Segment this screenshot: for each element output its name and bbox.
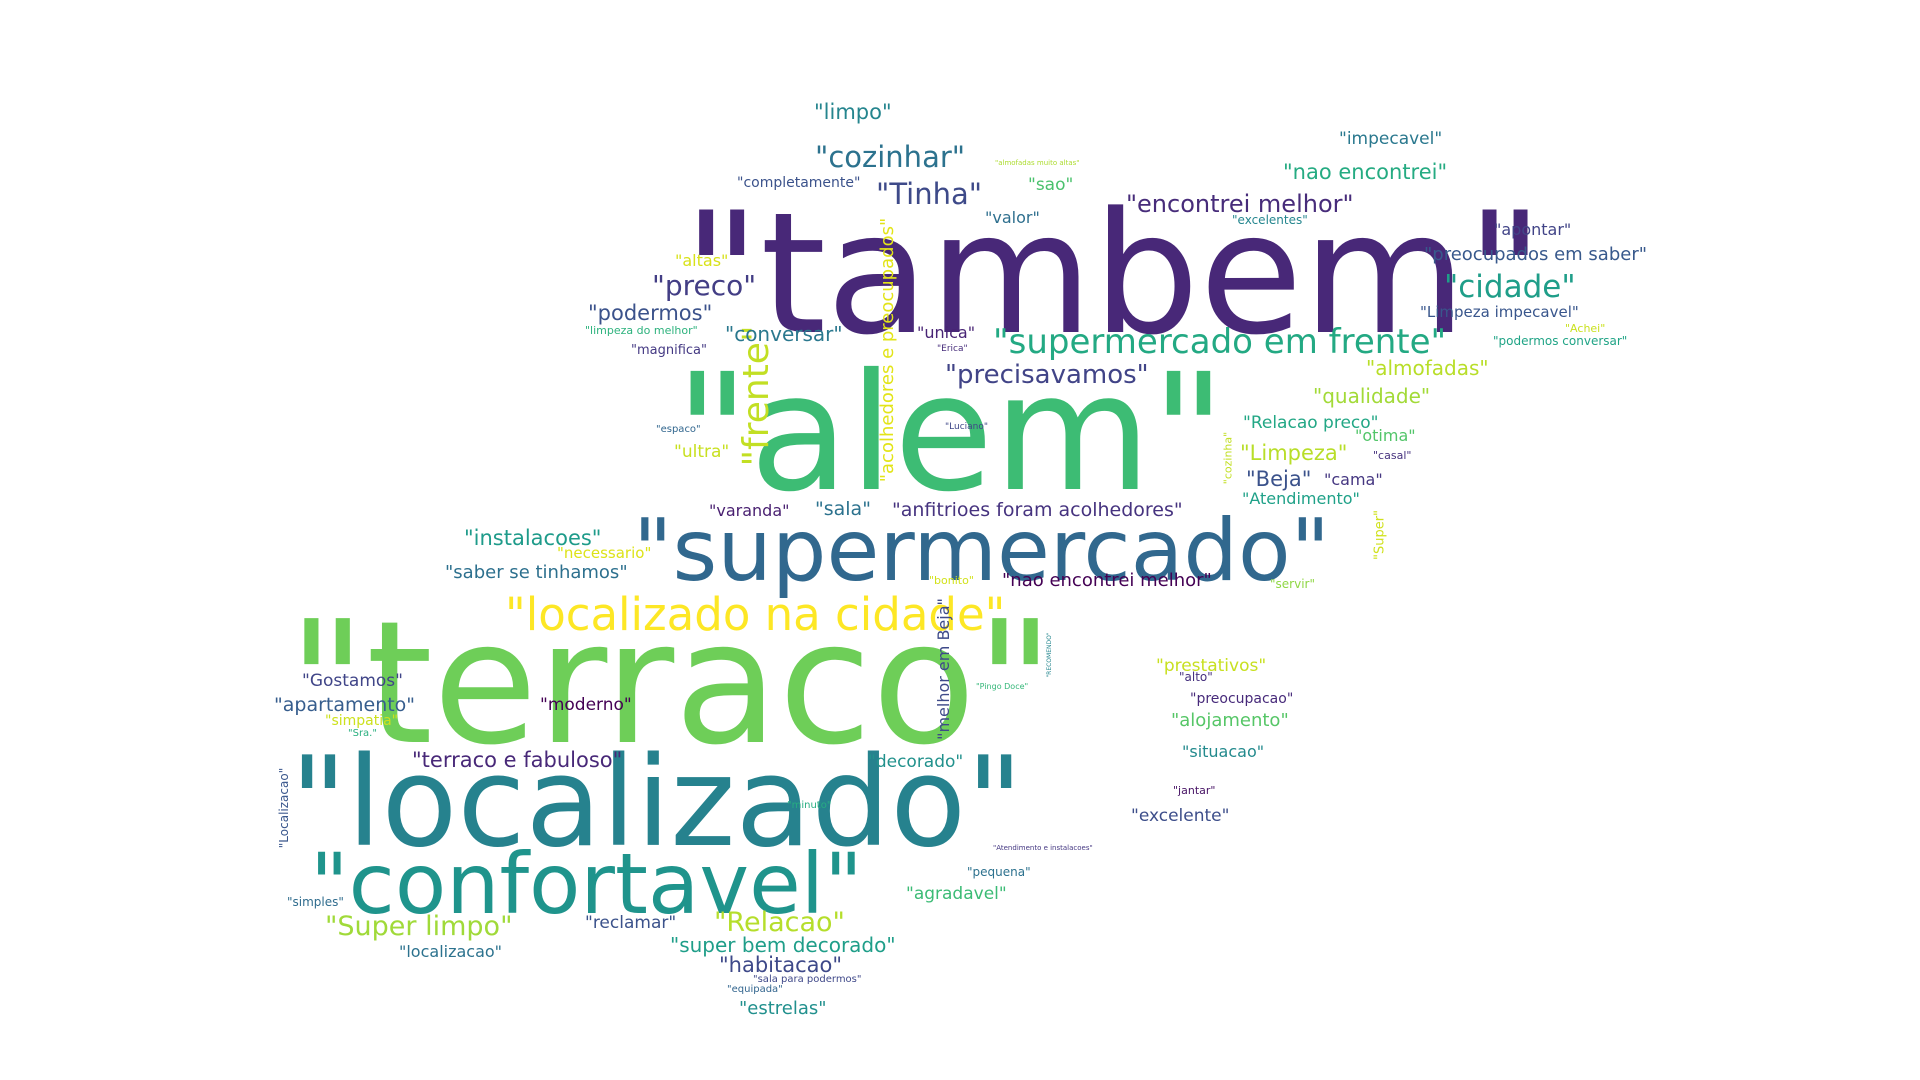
word-anfitrioes-foram-acolhedores: "anfitrioes foram acolhedores" — [892, 499, 1183, 521]
word-podermos-conversar: "podermos conversar" — [1493, 334, 1628, 348]
word-unica: "unica" — [917, 323, 976, 342]
word-altas: "altas" — [675, 251, 729, 270]
word-precisavamos: "precisavamos" — [945, 360, 1149, 390]
word-confortavel: "confortavel" — [310, 835, 863, 933]
word-ultra: "ultra" — [674, 442, 730, 462]
word-supermercado: "supermercado" — [633, 501, 1331, 601]
word-casal: "casal" — [1373, 449, 1412, 462]
word-super-bem-decorado: "super bem decorado" — [670, 933, 896, 957]
word-melhor-em-beja: "melhor em Beja" — [934, 598, 953, 740]
word-pingo-doce: "Pingo Doce" — [976, 682, 1029, 691]
word-encontrei-melhor: "encontrei melhor" — [1126, 190, 1354, 218]
word-saber-se-tinhamos: "saber se tinhamos" — [445, 562, 628, 583]
word-frente: "frente" — [736, 325, 777, 467]
word-achei: "Achei" — [1565, 322, 1606, 335]
word-otima: "otima" — [1355, 426, 1416, 445]
word-impecavel: "impecavel" — [1339, 129, 1443, 149]
word-almofadas: "almofadas" — [1366, 356, 1489, 380]
word-localizado-na-cidade: "localizado na cidade" — [505, 588, 1006, 641]
word-bonito: "bonito" — [929, 574, 974, 587]
word-equipada: "equipada" — [727, 984, 783, 995]
word-simples: "simples" — [287, 895, 344, 909]
word-habitacao: "habitacao" — [719, 953, 843, 977]
word-servir: "servir" — [1270, 577, 1315, 591]
word-supermercado-em-frente: "supermercado em frente" — [993, 322, 1447, 362]
word-tambem: "tambem" — [683, 176, 1544, 372]
word-localizacao-cap: "Localizacao" — [277, 767, 291, 849]
word-completamente: "completamente" — [737, 175, 861, 191]
word-apontar: "apontar" — [1494, 220, 1572, 239]
word-cozinhar: "cozinhar" — [815, 140, 966, 174]
word-valor: "valor" — [985, 208, 1040, 227]
word-simpatia: "simpatia" — [325, 713, 399, 729]
word-localizado: "localizado" — [290, 731, 1024, 875]
word-podermos: "podermos" — [588, 301, 713, 325]
word-preocupados-em-saber: "preocupados em saber" — [1424, 244, 1648, 265]
word-limpeza-do-melhor: "limpeza do melhor" — [585, 324, 698, 337]
word-situacao: "situacao" — [1182, 742, 1265, 761]
word-conversar: "conversar" — [725, 322, 843, 346]
word-excelente: "excelente" — [1131, 806, 1230, 826]
word-atendimento: "Atendimento" — [1242, 489, 1360, 508]
word-espaco: "espaco" — [656, 424, 701, 435]
word-pequena: "pequena" — [967, 865, 1031, 879]
word-decorado: "decorado" — [868, 752, 964, 772]
word-minuto: "minuto" — [787, 800, 832, 811]
word-varanda: "varanda" — [709, 501, 790, 520]
word-limpeza-impecavel: "Limpeza impecavel" — [1420, 303, 1579, 321]
word-sala-para-podermos: "sala para podermos" — [753, 974, 862, 985]
word-super: "Super" — [1372, 509, 1388, 561]
word-limpeza: "Limpeza" — [1240, 441, 1348, 465]
word-nao-encontrei-melhor: "nao encontrei melhor" — [1002, 570, 1212, 591]
word-nao-encontrei: "nao encontrei" — [1283, 160, 1448, 184]
word-terraco-e-fabuloso: "terraco e fabuloso" — [412, 748, 623, 772]
word-preocupacao: "preocupacao" — [1190, 691, 1294, 707]
word-limpo: "limpo" — [814, 100, 892, 124]
word-cidade: "cidade" — [1444, 269, 1576, 305]
word-magnifica: "magnifica" — [631, 343, 707, 358]
word-sala: "sala" — [815, 498, 871, 520]
word-atendimento-e-instalacoes: "Atendimento e instalacoes" — [993, 844, 1093, 852]
word-acolhedores-e-preocupados: "acolhedores e preocupados" — [877, 217, 898, 483]
word-sra: "Sra." — [348, 728, 377, 739]
word-relacao-preco: "Relacao preco" — [1243, 413, 1379, 433]
word-estrelas: "estrelas" — [739, 998, 827, 1019]
word-erica: "Erica" — [937, 344, 968, 354]
word-almofadas-muito-altas: "almofadas muito altas" — [995, 159, 1080, 167]
word-prestativos: "prestativos" — [1156, 656, 1267, 676]
word-tinha: "Tinha" — [876, 177, 983, 211]
word-beja: "Beja" — [1246, 467, 1312, 491]
word-excelentes: "excelentes" — [1232, 213, 1308, 227]
word-super-limpo: "Super limpo" — [325, 911, 513, 942]
word-gostamos: "Gostamos" — [302, 671, 403, 691]
word-necessario: "necessario" — [557, 544, 652, 562]
word-alto: "alto" — [1179, 670, 1213, 684]
word-relacao: "Relacao" — [714, 907, 845, 938]
word-luciano: "Luciano" — [945, 422, 989, 432]
word-sao: "sao" — [1028, 175, 1074, 195]
word-localizacao: "localizacao" — [399, 942, 503, 961]
word-instalacoes: "instalacoes" — [464, 526, 602, 550]
word-agradavel: "agradavel" — [906, 884, 1007, 904]
word-cozinha: "cozinha" — [1221, 431, 1235, 485]
word-apartamento: "apartamento" — [274, 694, 416, 716]
word-preco: "preco" — [652, 269, 757, 302]
word-alojamento: "alojamento" — [1171, 710, 1289, 731]
word-cama: "cama" — [1324, 470, 1383, 489]
word-qualidade: "qualidade" — [1313, 384, 1431, 408]
word-jantar: "jantar" — [1173, 784, 1216, 797]
word-reclamar: "reclamar" — [585, 913, 677, 933]
word-recomendo: "RECOMENDO" — [1046, 632, 1053, 678]
word-alem: "alem" — [675, 340, 1226, 528]
word-moderno: "moderno" — [540, 695, 632, 715]
word-terraco: "terraco" — [288, 585, 1055, 783]
